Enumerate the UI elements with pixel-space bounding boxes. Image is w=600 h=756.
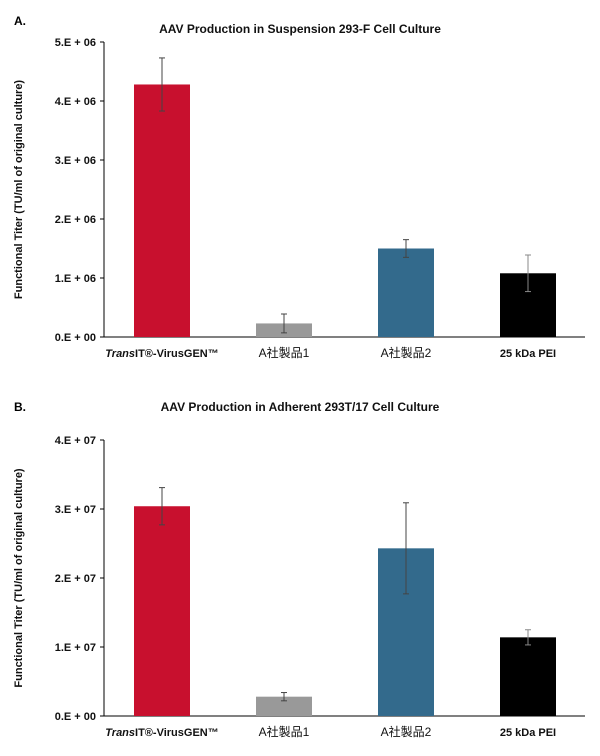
y-tick-label: 1.E + 06	[55, 273, 96, 285]
y-tick-label: 5.E + 06	[55, 37, 96, 49]
y-tick-label: 0.E + 00	[55, 332, 96, 344]
chart-b: 0.E + 00 1.E + 07 2.E + 07 3.E + 07 4.E + 07…	[13, 435, 585, 739]
chart-a: 0.E + 00 1.E + 06 2.E + 06 3.E + 06 4.E + 06…	[13, 37, 585, 360]
y-tick-label: 2.E + 07	[55, 573, 96, 585]
bar	[134, 506, 190, 716]
y-axis-label: Functional Titer (TU/ml of original cult…	[13, 80, 25, 300]
panel-b-letter: B.	[14, 400, 26, 414]
y-tick-label: 4.E + 06	[55, 96, 96, 108]
y-tick-label: 2.E + 06	[55, 214, 96, 226]
chart-b-title: AAV Production in Adherent 293T/17 Cell …	[160, 400, 440, 414]
panel-a-letter: A.	[14, 14, 26, 28]
x-tick-label: A社製品2	[381, 345, 432, 360]
y-tick-label: 1.E + 07	[55, 642, 96, 654]
x-tick-label: TransIT®-VirusGEN™	[105, 727, 218, 739]
x-tick-label: A社製品1	[259, 724, 310, 739]
bar	[500, 637, 556, 716]
y-tick-label: 3.E + 06	[55, 155, 96, 167]
x-tick-label: 25 kDa PEI	[500, 348, 556, 360]
y-tick-label: 3.E + 07	[55, 504, 96, 516]
y-tick-label: 4.E + 07	[55, 435, 96, 447]
chart-a-title: AAV Production in Suspension 293-F Cell …	[159, 22, 441, 36]
x-tick-label: A社製品2	[381, 724, 432, 739]
x-tick-label: TransIT®-VirusGEN™	[105, 348, 218, 360]
bar	[134, 84, 190, 337]
panel-b: 0.E + 00 1.E + 07 2.E + 07 3.E + 07 4.E + 07…	[0, 378, 600, 756]
y-tick-label: 0.E + 00	[55, 711, 96, 723]
x-tick-label: 25 kDa PEI	[500, 727, 556, 739]
x-tick-label: A社製品1	[259, 345, 310, 360]
y-axis-label: Functional Titer (TU/ml of original cult…	[13, 468, 25, 688]
panel-a: 0.E + 00 1.E + 06 2.E + 06 3.E + 06 4.E + 06…	[13, 14, 585, 360]
bar	[256, 696, 312, 716]
bar	[378, 248, 434, 337]
